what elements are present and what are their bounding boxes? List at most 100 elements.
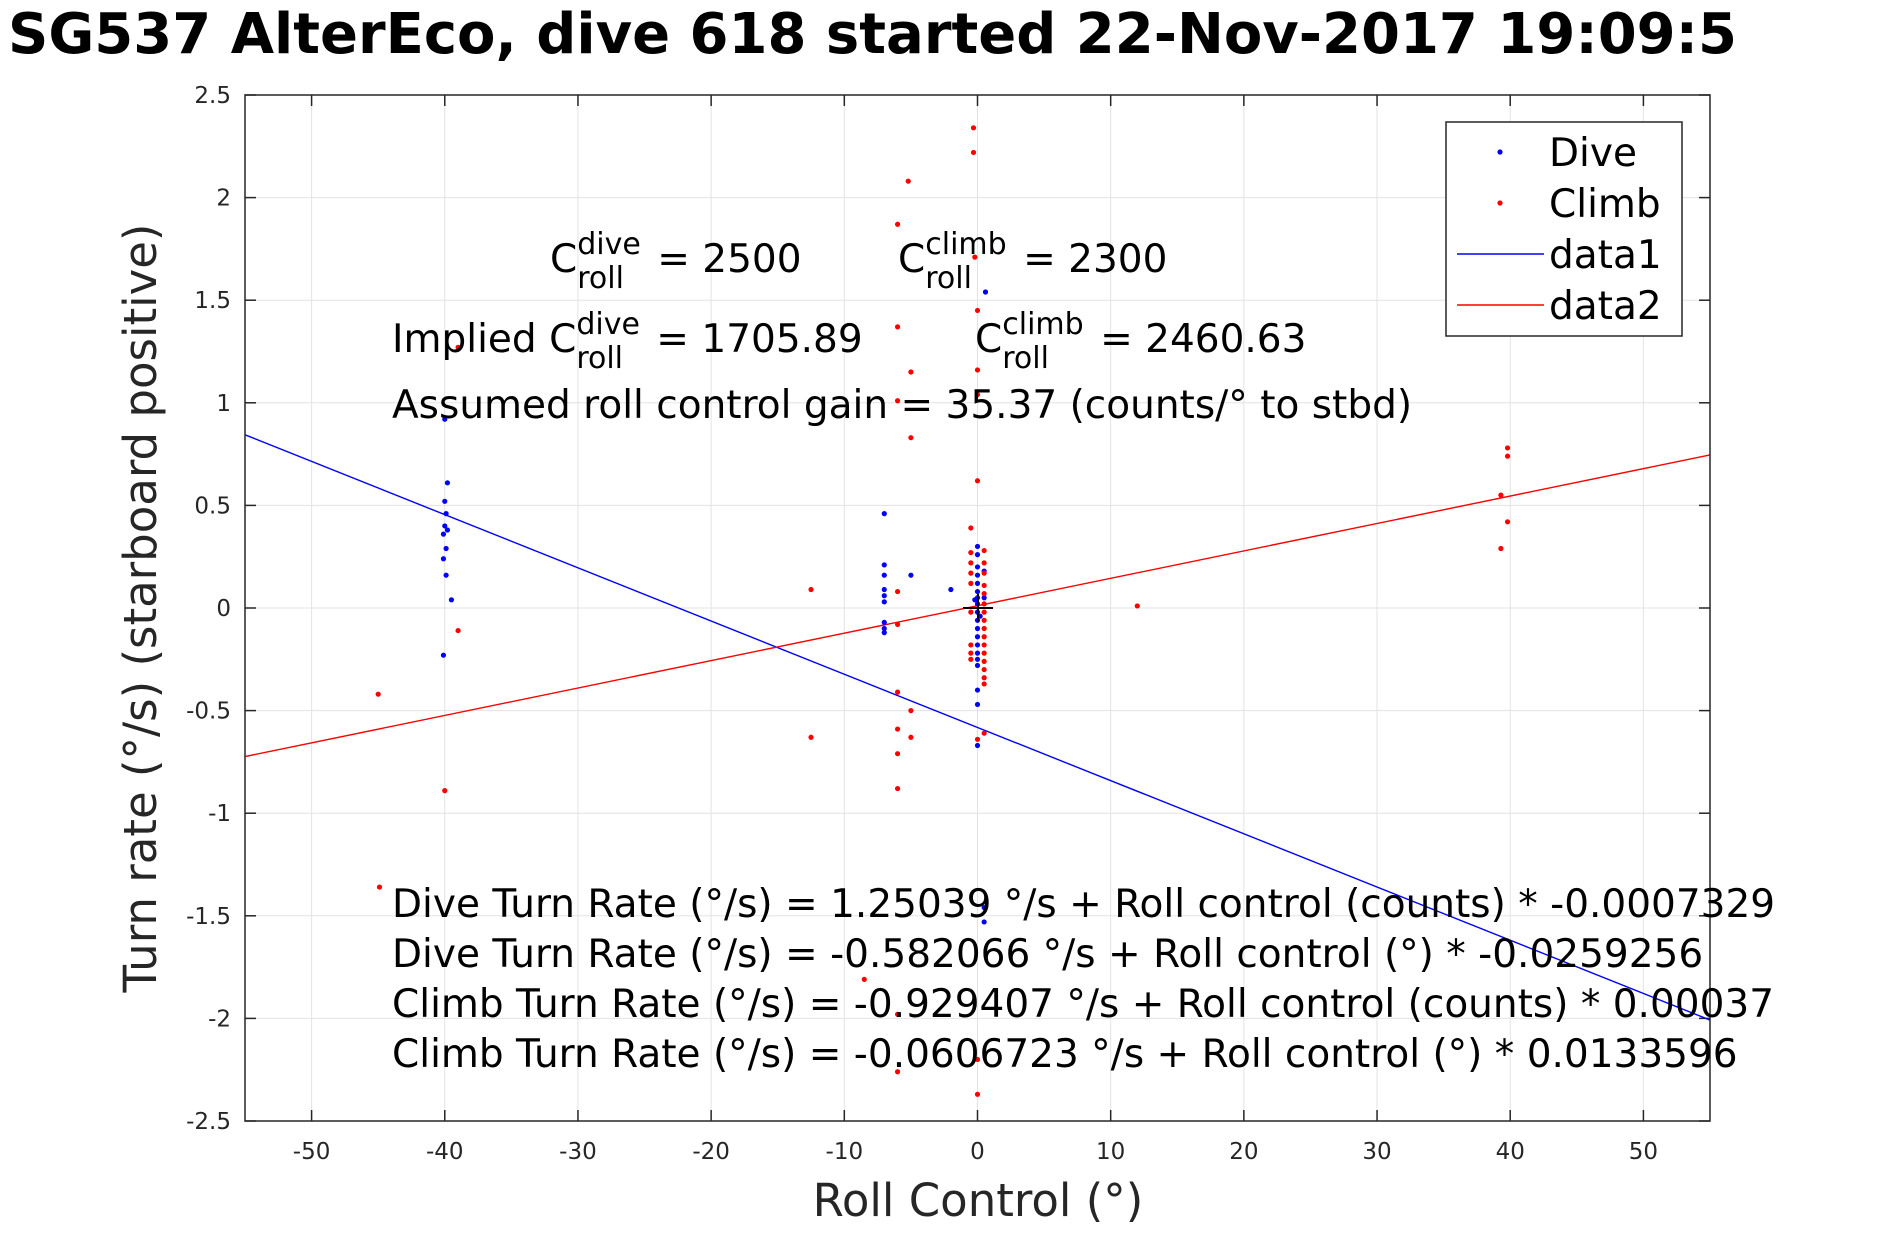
annotation-base: C (549, 317, 576, 362)
climb-point (1498, 492, 1504, 498)
climb-point (974, 1056, 981, 1063)
dive-point (881, 586, 887, 593)
point-layer (375, 125, 1511, 1097)
climb-point (981, 634, 987, 640)
legend-label-data2: data2 (1549, 284, 1662, 329)
y-axis-label: Turn rate (°/s) (starboard positive) (114, 224, 167, 994)
legend: Dive Climb data1 data2 (1445, 121, 1683, 337)
dive-point (881, 511, 887, 517)
x-tick-label: -30 (559, 1139, 597, 1165)
dive-point (974, 625, 981, 632)
annotation-superscript: climb (925, 227, 1006, 262)
dive-point (908, 572, 914, 578)
y-tick-label: -2.5 (186, 1109, 231, 1135)
annotation-text: Dive Turn Rate (°/s) = -0.582066 °/s + R… (392, 932, 1703, 977)
climb-point (905, 178, 911, 184)
climb-point (1134, 603, 1140, 609)
annotation-value: = 2500 (645, 237, 802, 282)
dive-point (881, 625, 887, 632)
climb-point (981, 675, 987, 681)
climb-point (968, 656, 974, 662)
climb-point (970, 125, 977, 131)
y-tick-label: 0 (216, 596, 231, 622)
annotation-text: Cdive roll = 2500 (550, 227, 802, 296)
climb-point (968, 580, 974, 586)
dive-point (443, 545, 449, 552)
climb-point (968, 642, 974, 648)
annotation-text: Climb Turn Rate (°/s) = -0.0606723 °/s +… (392, 1032, 1738, 1077)
dive-point (440, 531, 447, 537)
chart-title: SG537 AlterEco, dive 618 started 22-Nov-… (8, 4, 1737, 66)
dive-point (440, 652, 447, 658)
dive-point (881, 562, 887, 568)
dive-point (974, 572, 981, 578)
climb-point (981, 547, 987, 554)
tick-layer: -50 -40 -30 -20 -10 0 10 20 30 40 50-2.5-2-1.5-1-0… (186, 83, 1710, 1165)
x-tick-label: 0 (970, 1139, 985, 1165)
legend-label-dive: Dive (1549, 131, 1637, 176)
dive-point (974, 580, 981, 586)
climb-point (1504, 453, 1511, 459)
climb-point (894, 324, 901, 330)
annotation-subscript: roll (925, 261, 972, 296)
dive-point (440, 556, 447, 562)
dive-point (974, 662, 981, 669)
climb-point (974, 367, 981, 373)
climb-point (455, 627, 461, 634)
annotation-base: C (898, 237, 925, 282)
climb-point (981, 617, 987, 623)
climb-point (808, 734, 814, 740)
dive-point (974, 588, 981, 595)
dive-point (443, 511, 449, 517)
climb-point (974, 478, 981, 484)
climb-point (894, 689, 901, 695)
climb-point (981, 570, 987, 576)
climb-point (974, 307, 981, 314)
annotation-text: Cclimb roll = 2460.63 (975, 307, 1306, 376)
plot-frame (244, 94, 1711, 1122)
dive-point (981, 919, 987, 925)
climb-point (981, 625, 987, 632)
annotation-base: C (975, 317, 1002, 362)
climb-point (968, 549, 974, 556)
annotation-value: = 2300 (1011, 237, 1168, 282)
dive-point (881, 572, 887, 578)
y-tick-label: -0.5 (186, 699, 231, 725)
x-tick-label: -20 (692, 1139, 730, 1165)
legend-swatch-dive (1497, 149, 1503, 155)
climb-point (894, 398, 901, 404)
x-tick-label: 50 (1629, 1139, 1658, 1165)
dive-point (881, 619, 887, 625)
climb-point (894, 1011, 901, 1017)
annotation-value: = 2460.63 (1088, 317, 1307, 362)
climb-point (908, 708, 914, 714)
climb-point (981, 582, 987, 589)
x-tick-label: 40 (1496, 1139, 1525, 1165)
climb-point (442, 788, 448, 794)
climb-point (1504, 519, 1511, 525)
climb-point (894, 1069, 901, 1075)
dive-point (974, 687, 981, 693)
dive-point (974, 656, 981, 662)
annotation-superscript: dive (577, 227, 641, 262)
climb-point (894, 726, 901, 732)
climb-point (981, 609, 987, 615)
climb-point (894, 221, 901, 227)
climb-point (981, 601, 987, 607)
climb-point (908, 435, 914, 441)
annotation-base: C (550, 237, 577, 282)
climb-point (981, 560, 987, 566)
dive-point (974, 642, 981, 648)
y-tick-label: -2 (208, 1006, 231, 1032)
y-tick-label: -1 (208, 801, 231, 827)
climb-point (861, 976, 867, 983)
legend-swatch-climb (1497, 200, 1503, 206)
dive-point (443, 572, 449, 578)
climb-point (970, 149, 977, 156)
x-tick-label: 10 (1096, 1139, 1125, 1165)
dive-point (974, 650, 981, 656)
annotation-text: Implied Cdive roll = 1705.89 (392, 307, 863, 376)
x-tick-label: -40 (426, 1139, 464, 1165)
climb-point (974, 1091, 981, 1097)
